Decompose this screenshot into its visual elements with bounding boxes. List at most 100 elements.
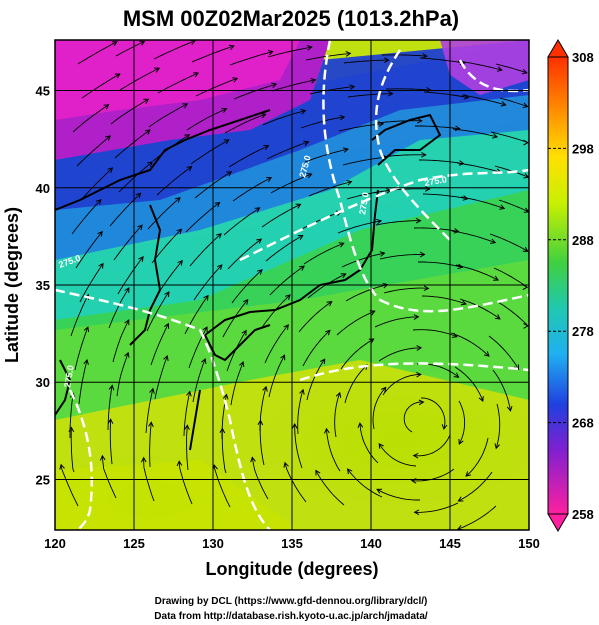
streamline bbox=[451, 230, 496, 244]
streamline bbox=[260, 294, 291, 330]
streamline-arrow bbox=[416, 371, 422, 378]
streamline-arrow bbox=[97, 230, 103, 237]
streamline bbox=[115, 40, 145, 57]
streamline-arrow bbox=[83, 358, 89, 365]
streamline bbox=[422, 193, 468, 200]
streamline-arrow bbox=[326, 300, 333, 307]
streamline-arrow bbox=[163, 355, 169, 361]
streamline-arrow bbox=[164, 291, 170, 297]
streamline-arrow bbox=[423, 285, 430, 292]
streamline-arrow bbox=[271, 82, 278, 89]
streamline bbox=[378, 443, 417, 467]
colorbar-tick-label: 258 bbox=[572, 507, 594, 522]
streamline bbox=[71, 199, 102, 235]
streamline-arrow bbox=[254, 207, 261, 213]
streamline bbox=[403, 401, 424, 433]
streamline bbox=[75, 231, 103, 269]
streamline-arrow bbox=[164, 322, 170, 329]
streamline-arrow bbox=[421, 53, 428, 59]
streamline-arrow bbox=[320, 358, 326, 365]
streamline-arrow bbox=[324, 427, 330, 434]
streamline-arrow bbox=[368, 338, 375, 344]
streamline-arrow bbox=[506, 405, 513, 412]
streamline bbox=[81, 73, 121, 99]
streamline bbox=[465, 437, 489, 477]
streamline bbox=[150, 323, 169, 366]
streamline bbox=[418, 261, 463, 268]
streamline-arrow bbox=[221, 107, 228, 113]
streamline bbox=[347, 468, 383, 498]
streamline bbox=[74, 326, 89, 371]
streamline bbox=[382, 373, 421, 396]
streamline bbox=[230, 361, 244, 406]
streamline bbox=[411, 468, 455, 482]
streamline-arrow bbox=[379, 251, 386, 257]
streamline-arrow bbox=[267, 49, 274, 56]
x-axis-ticks: 120 125 130 135 140 145 150 bbox=[44, 536, 540, 551]
streamline-arrow bbox=[98, 262, 104, 269]
streamline-arrow bbox=[228, 44, 235, 51]
streamline bbox=[189, 233, 222, 267]
streamline-arrow bbox=[453, 372, 460, 378]
streamline bbox=[385, 88, 431, 91]
y-tick-label: 25 bbox=[36, 472, 50, 487]
y-tick-label: 40 bbox=[36, 181, 50, 196]
streamline bbox=[334, 392, 341, 438]
streamline bbox=[266, 141, 309, 160]
streamline bbox=[315, 470, 345, 506]
streamline bbox=[213, 465, 231, 508]
streamline-arrow bbox=[260, 113, 267, 119]
streamline bbox=[114, 129, 151, 159]
colorbar-tick-label: 308 bbox=[572, 50, 594, 65]
streamline-arrow bbox=[340, 273, 347, 279]
streamline bbox=[221, 428, 227, 474]
streamline bbox=[154, 355, 168, 400]
streamline bbox=[228, 145, 269, 168]
streamline bbox=[79, 263, 104, 303]
streamline bbox=[297, 389, 304, 435]
streamline-arrow bbox=[523, 139, 529, 146]
streamline-arrow bbox=[460, 299, 467, 306]
streamline-arrow bbox=[280, 354, 286, 361]
streamline bbox=[460, 196, 505, 209]
streamline-arrow bbox=[499, 204, 506, 210]
streamline bbox=[419, 57, 465, 64]
streamline-arrow bbox=[378, 442, 384, 449]
streamline-arrow bbox=[376, 488, 383, 494]
x-tick-label: 145 bbox=[439, 536, 461, 551]
streamline-arrow bbox=[413, 314, 420, 320]
streamline-arrow bbox=[59, 463, 65, 470]
streamline-arrow bbox=[465, 471, 472, 477]
streamline-arrow bbox=[346, 468, 353, 475]
streamline bbox=[459, 298, 501, 320]
streamline-arrow bbox=[453, 228, 460, 234]
streamline bbox=[299, 211, 342, 231]
streamline-arrow bbox=[222, 393, 229, 400]
colorbar-tick-label: 288 bbox=[572, 233, 594, 248]
streamline-arrow bbox=[299, 388, 305, 395]
y-tick-label: 30 bbox=[36, 375, 50, 390]
streamline bbox=[374, 316, 419, 328]
x-tick-label: 125 bbox=[123, 536, 145, 551]
streamline bbox=[379, 254, 425, 260]
streamline-arrow bbox=[522, 102, 529, 109]
streamline bbox=[109, 192, 141, 227]
streamline bbox=[70, 427, 75, 473]
streamline-arrow bbox=[99, 454, 106, 461]
streamline bbox=[372, 387, 387, 430]
streamline-arrow bbox=[83, 326, 90, 333]
streamline bbox=[151, 228, 182, 264]
streamline bbox=[495, 63, 527, 74]
streamline bbox=[109, 419, 113, 465]
streamline bbox=[267, 46, 312, 58]
credit-line-2: Data from http://database.rish.kyoto-u.a… bbox=[154, 611, 428, 622]
streamline bbox=[271, 79, 316, 92]
streamline bbox=[145, 388, 154, 434]
streamline-arrow bbox=[114, 73, 121, 79]
colorbar-tick-label: 298 bbox=[572, 141, 594, 156]
streamline bbox=[336, 310, 375, 336]
streamline bbox=[309, 86, 355, 95]
streamline bbox=[284, 462, 307, 503]
streamline-arrow bbox=[458, 438, 464, 445]
streamline bbox=[223, 207, 260, 236]
